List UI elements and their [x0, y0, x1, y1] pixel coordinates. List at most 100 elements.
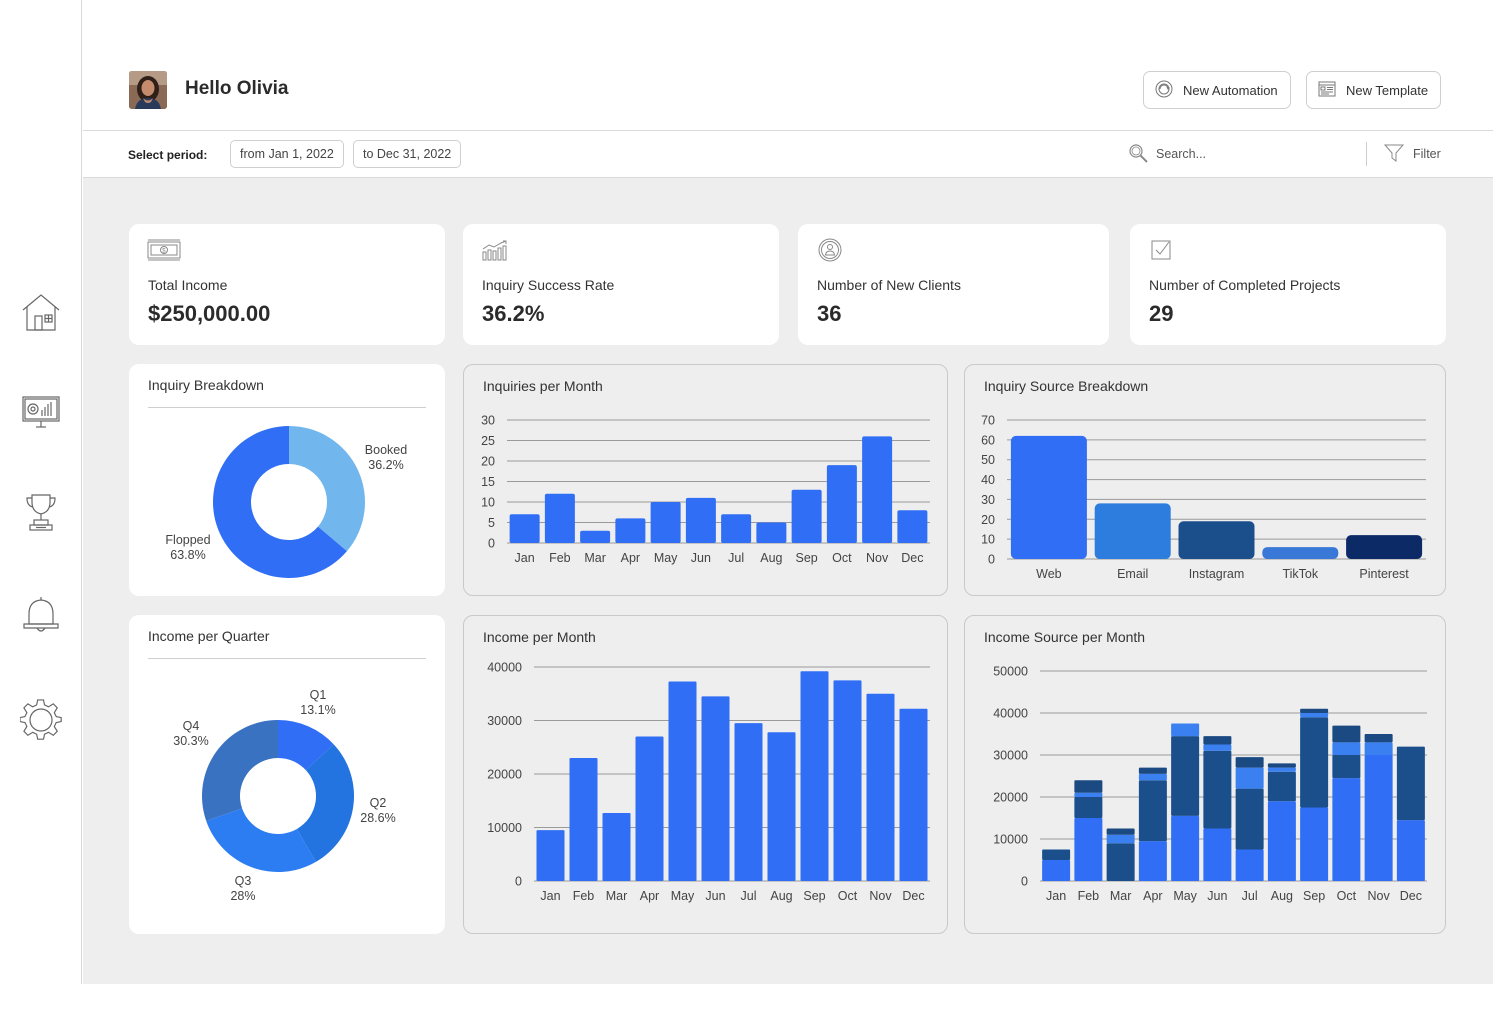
x-tick-label: Jan [540, 889, 560, 903]
income-source-per-month-panel: Income Source per Month 0 10000 20000 30000… [964, 615, 1446, 934]
y-tick-label: 30 [481, 414, 495, 428]
x-tick-label: Jul [728, 551, 744, 565]
search-icon[interactable] [1128, 143, 1150, 165]
y-tick-label: 70 [981, 414, 995, 428]
bar [615, 518, 646, 543]
x-tick-label: Aug [760, 551, 782, 565]
x-tick-label: Aug [770, 889, 792, 903]
new-template-button[interactable]: New Template [1306, 71, 1442, 109]
new-template-label: New Template [1346, 82, 1429, 98]
x-tick-label: Sep [796, 551, 818, 565]
bar-segment [1074, 818, 1103, 881]
y-tick-label: 15 [481, 475, 495, 489]
x-tick-label: Jul [1242, 889, 1258, 903]
bar-segment [1332, 755, 1361, 779]
checkbox-icon [1148, 238, 1182, 262]
panel-title: Inquiry Breakdown [148, 377, 264, 393]
trophy-icon[interactable] [20, 492, 62, 534]
x-tick-label: Sep [1303, 889, 1325, 903]
avatar[interactable] [129, 71, 167, 109]
bar [602, 813, 631, 881]
inquiries-per-month-chart: 0 5 10 15 20 25 30 Jan Feb Mar Apr May Jun Jul Aug Sep O… [481, 414, 930, 565]
bar-segment [1332, 742, 1361, 755]
bar-segment [1042, 849, 1071, 860]
y-tick-label: 0 [488, 537, 495, 551]
panel-title: Inquiries per Month [483, 378, 603, 394]
bar [685, 497, 716, 543]
slice-value: 63.8% [170, 548, 205, 562]
bell-icon[interactable] [20, 594, 62, 636]
inquiry-source-breakdown-panel: Inquiry Source Breakdown 0 10 20 30 40 50 60 70… [964, 364, 1446, 596]
from-date-picker[interactable]: from Jan 1, 2022 [230, 140, 344, 168]
slice-value: 28% [230, 889, 255, 903]
bar-segment [1074, 797, 1103, 818]
bar [734, 723, 763, 881]
bar-segment [1364, 755, 1393, 881]
bar-segment [1074, 792, 1103, 797]
divider [1366, 142, 1367, 166]
y-tick-label: 30000 [487, 714, 522, 728]
bar-segment [1042, 860, 1071, 881]
bar-segment [1138, 841, 1167, 881]
stat-card-completed-projects[interactable]: Number of Completed Projects 29 [1130, 224, 1446, 345]
y-tick-label: 40000 [993, 707, 1028, 721]
new-automation-button[interactable]: New Automation [1143, 71, 1291, 109]
donut-slice [278, 720, 334, 771]
stat-value: $250,000.00 [148, 301, 271, 326]
bar [544, 493, 575, 543]
new-automation-label: New Automation [1183, 82, 1278, 98]
bar [1262, 547, 1339, 559]
bar [569, 757, 598, 881]
x-tick-label: Apr [640, 889, 659, 903]
divider [148, 658, 426, 659]
to-date-picker[interactable]: to Dec 31, 2022 [353, 140, 462, 168]
y-tick-label: 10 [481, 496, 495, 510]
bar-segment [1106, 843, 1135, 881]
dashboard-icon[interactable] [20, 392, 62, 434]
bar [701, 696, 730, 881]
x-tick-label: Mar [1110, 889, 1132, 903]
filter-button[interactable]: Filter [1383, 143, 1441, 165]
bar-segment [1203, 828, 1232, 881]
bar-segment [1364, 734, 1393, 743]
bar-segment [1203, 750, 1232, 829]
x-tick-label: May [654, 551, 678, 565]
bar-segment [1235, 849, 1264, 881]
bar [899, 708, 928, 881]
sidebar [0, 0, 82, 984]
bar [791, 489, 822, 543]
growth-chart-icon [481, 238, 515, 262]
bar [897, 510, 928, 543]
bar [826, 465, 857, 543]
settings-icon[interactable] [19, 699, 62, 741]
stat-value: 29 [1149, 301, 1174, 326]
template-icon [1317, 79, 1337, 102]
home-icon[interactable] [20, 292, 62, 334]
slice-label: Q4 [183, 719, 200, 733]
bar-segment [1138, 773, 1167, 781]
bar [536, 830, 565, 881]
x-tick-label: Dec [901, 551, 923, 565]
bar-segment [1267, 763, 1296, 768]
x-tick-label: May [1173, 889, 1197, 903]
panel-title: Income per Quarter [148, 628, 270, 644]
stat-card-inquiry-success-rate[interactable]: Inquiry Success Rate 36.2% [463, 224, 779, 345]
stat-card-total-income[interactable]: $ Total Income $250,000.00 [129, 224, 445, 345]
donut-slice [213, 426, 347, 578]
bar [866, 693, 895, 881]
user-icon [816, 238, 850, 262]
y-tick-label: 20 [481, 455, 495, 469]
bar [1094, 503, 1171, 559]
x-tick-label: Oct [1337, 889, 1357, 903]
bar-segment [1396, 820, 1425, 881]
search-input[interactable] [1156, 144, 1336, 164]
bar [509, 514, 540, 543]
bar-segment [1235, 767, 1264, 789]
stat-card-new-clients[interactable]: Number of New Clients 36 [798, 224, 1109, 345]
bar-segment [1332, 725, 1361, 743]
x-tick-label: Sep [803, 889, 825, 903]
x-tick-label: Instagram [1189, 567, 1245, 581]
bar-segment [1300, 807, 1329, 881]
greeting-title: Hello Olivia [185, 78, 289, 99]
bar-segment [1171, 815, 1200, 881]
